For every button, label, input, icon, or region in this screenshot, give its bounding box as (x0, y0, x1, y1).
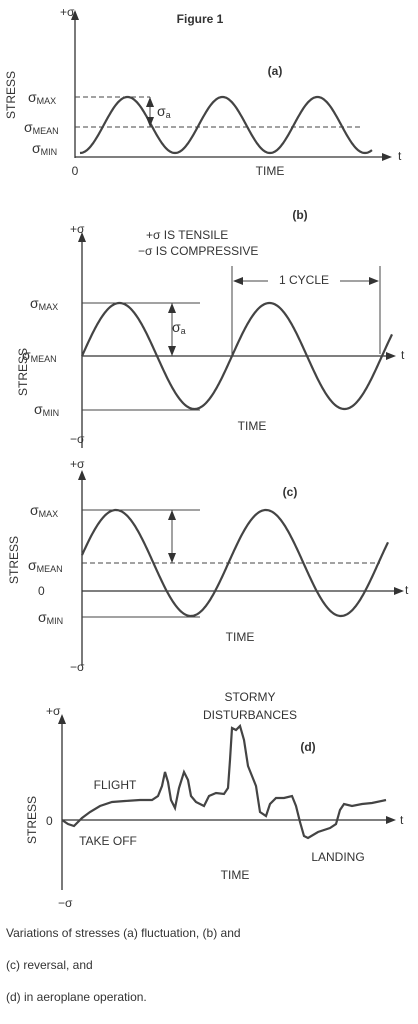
label: −σ IS COMPRESSIVE (138, 244, 258, 258)
label: +σ (70, 457, 85, 471)
panel-label: (a) (268, 64, 283, 78)
arrow-head (386, 816, 396, 824)
label: LANDING (311, 850, 364, 864)
symbol: σ (22, 347, 31, 363)
arrow-head (58, 714, 66, 724)
label: TIME (256, 164, 285, 178)
stress-history (61, 723, 387, 840)
sigma-label: σMAX (30, 502, 58, 520)
label: t (405, 583, 409, 597)
sigma-label: σMAX (30, 295, 58, 313)
arrow-head (71, 10, 79, 20)
arrow-head (233, 277, 243, 285)
label: −σ (70, 660, 85, 674)
symbol: σ (30, 502, 39, 518)
sigma-label: σMEAN (22, 347, 57, 365)
arrow-head (382, 153, 392, 161)
label: 0 (72, 164, 79, 178)
axis-title: STRESS (4, 71, 18, 119)
label: TIME (221, 868, 250, 882)
caption-line: (d) in aeroplane operation. (6, 990, 147, 1004)
arrow-head (369, 277, 379, 285)
label: DISTURBANCES (203, 708, 297, 722)
figure-label: Figure 1 (177, 12, 224, 26)
sigma-label: σMIN (38, 609, 63, 627)
symbol: σ (28, 557, 37, 573)
sigma-label: σMIN (34, 401, 59, 419)
label: 0 (38, 584, 45, 598)
subscript: MIN (47, 616, 64, 626)
label: 0 (46, 814, 53, 828)
label: t (400, 813, 404, 827)
arrow-head (78, 232, 86, 242)
symbol: σ (172, 319, 181, 335)
arrow-head (168, 346, 176, 356)
label: FLIGHT (94, 778, 137, 792)
sigma-label: σMAX (28, 89, 56, 107)
sigma-label: σMEAN (28, 557, 63, 575)
label: +σ (46, 704, 61, 718)
sigma-label: σMIN (32, 140, 57, 158)
wave (80, 508, 389, 618)
symbol: σ (24, 119, 33, 135)
subscript: MAX (39, 302, 59, 312)
label: −σ (58, 896, 73, 910)
label: +σ (70, 222, 85, 236)
sigma-label: σa (157, 103, 171, 121)
label: TAKE OFF (79, 834, 137, 848)
label: t (401, 348, 405, 362)
symbol: σ (28, 89, 37, 105)
arrow-head (168, 553, 176, 563)
subscript: MIN (43, 408, 60, 418)
symbol: σ (157, 103, 166, 119)
arrow-head (146, 117, 154, 127)
arrow-head (394, 587, 404, 595)
arrow-head (146, 97, 154, 107)
symbol: σ (32, 140, 41, 156)
axis-title: STRESS (25, 796, 39, 844)
subscript: MIN (41, 147, 58, 157)
label: +σ IS TENSILE (146, 228, 228, 242)
subscript: a (166, 110, 171, 120)
arrow-head (78, 470, 86, 480)
label: t (398, 149, 402, 163)
subscript: MAX (37, 96, 57, 106)
caption-line: Variations of stresses (a) fluctuation, … (6, 926, 241, 940)
wave (79, 95, 373, 155)
subscript: MEAN (31, 354, 57, 364)
arrow-head (386, 352, 396, 360)
label: TIME (238, 419, 267, 433)
label: TIME (226, 630, 255, 644)
subscript: MEAN (33, 126, 59, 136)
label: −σ (70, 432, 85, 446)
panel-label: (d) (300, 740, 315, 754)
symbol: σ (34, 401, 43, 417)
caption-line: (c) reversal, and (6, 958, 93, 972)
subscript: MAX (39, 509, 59, 519)
label: +σ (60, 5, 75, 19)
panel-label: (c) (283, 485, 298, 499)
label: 1 CYCLE (279, 273, 329, 287)
symbol: σ (30, 295, 39, 311)
axis-title: STRESS (7, 536, 21, 584)
symbol: σ (38, 609, 47, 625)
axis-title: STRESS (16, 348, 30, 396)
sigma-label: σa (172, 319, 186, 337)
label: STORMY (224, 690, 275, 704)
subscript: MEAN (37, 564, 63, 574)
wave (80, 301, 393, 411)
subscript: a (181, 326, 186, 336)
arrow-head (168, 303, 176, 313)
panel-label: (b) (292, 208, 307, 222)
arrow-head (168, 510, 176, 520)
sigma-label: σMEAN (24, 119, 59, 137)
